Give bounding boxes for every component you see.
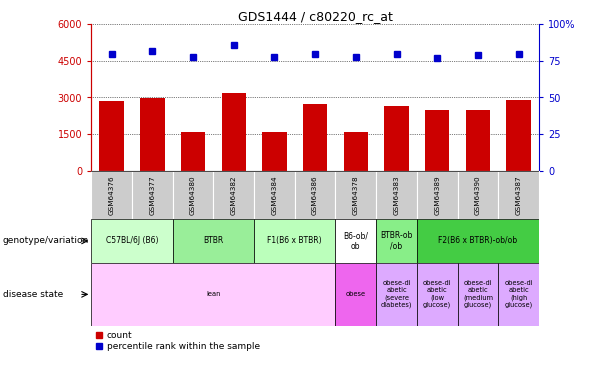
Text: B6-ob/
ob: B6-ob/ ob xyxy=(343,231,368,251)
Bar xyxy=(140,99,164,171)
Bar xyxy=(458,262,498,326)
Bar xyxy=(100,101,124,171)
Bar xyxy=(336,262,376,326)
Bar xyxy=(173,219,254,262)
Text: obese-di
abetic
(medium
glucose): obese-di abetic (medium glucose) xyxy=(463,280,493,308)
Bar xyxy=(498,171,539,219)
Bar xyxy=(498,262,539,326)
Text: C57BL/6J (B6): C57BL/6J (B6) xyxy=(106,237,158,246)
Bar xyxy=(213,171,254,219)
Bar xyxy=(336,171,376,219)
Text: BTBR: BTBR xyxy=(203,237,223,246)
Bar xyxy=(181,132,205,171)
Text: F1(B6 x BTBR): F1(B6 x BTBR) xyxy=(267,237,322,246)
Text: GSM64377: GSM64377 xyxy=(150,175,155,215)
Text: obese-di
abetic
(high
glucose): obese-di abetic (high glucose) xyxy=(504,280,533,308)
Text: GSM64383: GSM64383 xyxy=(393,175,399,215)
Text: obese-di
abetic
(low
glucose): obese-di abetic (low glucose) xyxy=(423,280,452,308)
Bar xyxy=(507,100,531,171)
Bar xyxy=(221,93,246,171)
Text: BTBR-ob
/ob: BTBR-ob /ob xyxy=(380,231,413,251)
Bar xyxy=(294,171,336,219)
Bar xyxy=(91,171,132,219)
Text: GSM64382: GSM64382 xyxy=(231,175,237,215)
Text: GSM64376: GSM64376 xyxy=(108,175,115,215)
Bar xyxy=(466,110,490,171)
Text: GSM64387: GSM64387 xyxy=(515,175,522,215)
Bar xyxy=(173,171,213,219)
Text: GSM64378: GSM64378 xyxy=(353,175,359,215)
Title: GDS1444 / c80220_rc_at: GDS1444 / c80220_rc_at xyxy=(238,10,392,23)
Bar xyxy=(254,171,294,219)
Bar xyxy=(458,171,498,219)
Bar xyxy=(91,262,336,326)
Text: GSM64386: GSM64386 xyxy=(312,175,318,215)
Text: disease state: disease state xyxy=(3,290,63,299)
Bar xyxy=(417,171,458,219)
Bar xyxy=(343,132,368,171)
Bar xyxy=(417,219,539,262)
Bar xyxy=(376,171,417,219)
Text: obese-di
abetic
(severe
diabetes): obese-di abetic (severe diabetes) xyxy=(380,280,412,308)
Text: obese: obese xyxy=(346,291,366,297)
Bar xyxy=(376,219,417,262)
Text: GSM64384: GSM64384 xyxy=(272,175,277,215)
Text: GSM64389: GSM64389 xyxy=(434,175,440,215)
Bar xyxy=(91,219,173,262)
Text: genotype/variation: genotype/variation xyxy=(3,237,89,246)
Bar xyxy=(303,104,327,171)
Text: GSM64380: GSM64380 xyxy=(190,175,196,215)
Text: F2(B6 x BTBR)-ob/ob: F2(B6 x BTBR)-ob/ob xyxy=(438,237,518,246)
Bar xyxy=(132,171,173,219)
Bar xyxy=(425,110,449,171)
Text: GSM64390: GSM64390 xyxy=(475,175,481,215)
Legend: count, percentile rank within the sample: count, percentile rank within the sample xyxy=(96,331,260,351)
Bar xyxy=(262,132,287,171)
Bar xyxy=(376,262,417,326)
Bar xyxy=(254,219,336,262)
Bar xyxy=(336,219,376,262)
Bar xyxy=(417,262,458,326)
Text: lean: lean xyxy=(206,291,220,297)
Bar xyxy=(384,106,409,171)
